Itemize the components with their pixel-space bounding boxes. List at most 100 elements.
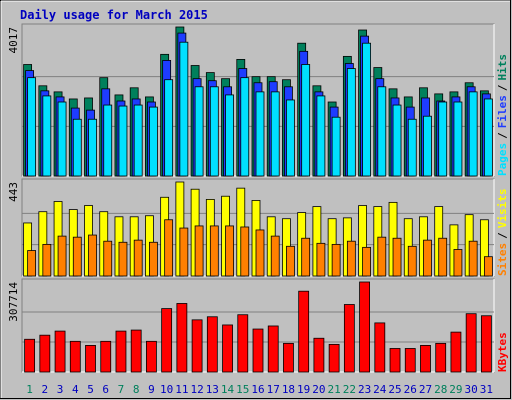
bar bbox=[270, 91, 280, 177]
bar bbox=[301, 64, 311, 177]
bar bbox=[392, 104, 402, 177]
bar bbox=[316, 242, 326, 277]
x-tick-label: 11 bbox=[175, 383, 188, 396]
bar bbox=[164, 219, 174, 277]
legend: Pages / Files / Hits bbox=[496, 54, 509, 176]
bar bbox=[209, 86, 219, 177]
bar bbox=[240, 77, 250, 177]
legend-separator: / bbox=[496, 84, 509, 91]
bar bbox=[149, 106, 158, 177]
bar bbox=[331, 116, 341, 177]
x-tick-label: 4 bbox=[72, 383, 79, 396]
y-tick-label: 4017 bbox=[7, 27, 20, 54]
x-tick-label: 2 bbox=[42, 383, 49, 396]
bar bbox=[39, 334, 51, 373]
bar bbox=[255, 229, 265, 277]
bar bbox=[225, 225, 234, 277]
bar bbox=[118, 241, 128, 277]
x-tick-label: 17 bbox=[267, 383, 280, 396]
bar bbox=[331, 243, 341, 277]
x-tick-label: 10 bbox=[160, 383, 173, 396]
x-tick-label: 15 bbox=[236, 383, 249, 396]
x-tick-label: 18 bbox=[282, 383, 295, 396]
x-tick-label: 9 bbox=[148, 383, 155, 396]
bar bbox=[255, 91, 265, 177]
bar bbox=[423, 239, 432, 277]
x-tick-label: 31 bbox=[480, 383, 493, 396]
bar bbox=[362, 246, 371, 277]
bar bbox=[118, 105, 128, 177]
bar bbox=[283, 342, 294, 373]
bar bbox=[480, 315, 492, 373]
bar bbox=[209, 225, 219, 277]
bar bbox=[438, 237, 448, 277]
bar bbox=[100, 340, 112, 373]
bar bbox=[407, 118, 417, 177]
legend-entry: KBytes bbox=[496, 332, 509, 372]
bar bbox=[450, 331, 462, 373]
bar bbox=[57, 101, 67, 177]
bar bbox=[298, 290, 310, 373]
x-tick-label: 21 bbox=[328, 383, 341, 396]
bar bbox=[146, 340, 157, 373]
bar bbox=[389, 348, 401, 373]
x-tick-label: 23 bbox=[358, 383, 371, 396]
x-tick-label: 1 bbox=[26, 383, 33, 396]
legend-entry: Sites bbox=[496, 243, 509, 276]
legend: Sites / Visits bbox=[496, 189, 509, 277]
legend-entry: Files bbox=[496, 95, 509, 128]
y-tick-label: 443 bbox=[7, 182, 20, 202]
bar bbox=[483, 98, 493, 177]
bar bbox=[130, 329, 142, 373]
bar bbox=[438, 101, 448, 177]
bar bbox=[115, 330, 127, 373]
bar bbox=[374, 322, 386, 373]
bar bbox=[133, 104, 143, 177]
x-tick-label: 22 bbox=[343, 383, 356, 396]
x-tick-label: 12 bbox=[190, 383, 203, 396]
bar bbox=[483, 256, 493, 277]
x-tick-label: 26 bbox=[404, 383, 417, 396]
bar bbox=[88, 234, 97, 277]
x-tick-label: 28 bbox=[434, 383, 447, 396]
bar bbox=[24, 338, 36, 373]
bar bbox=[161, 308, 173, 373]
bar bbox=[328, 343, 340, 373]
bar bbox=[149, 241, 158, 277]
bar bbox=[194, 86, 204, 177]
x-tick-label: 24 bbox=[373, 383, 387, 396]
x-tick-label: 19 bbox=[297, 383, 310, 396]
bar bbox=[69, 340, 81, 373]
bar bbox=[301, 237, 311, 277]
bar bbox=[225, 94, 234, 177]
x-tick-label: 7 bbox=[118, 383, 125, 396]
bar bbox=[420, 345, 431, 373]
bar bbox=[468, 91, 478, 177]
x-tick-label: 13 bbox=[206, 383, 219, 396]
bar bbox=[286, 99, 295, 177]
legend-entry: Pages bbox=[496, 143, 509, 176]
bar bbox=[42, 243, 52, 277]
bar bbox=[133, 239, 143, 277]
bar bbox=[57, 235, 67, 277]
x-tick-label: 27 bbox=[419, 383, 432, 396]
bar bbox=[191, 319, 203, 373]
bar bbox=[404, 348, 416, 373]
bar bbox=[346, 68, 356, 177]
x-tick-label: 3 bbox=[57, 383, 64, 396]
bar bbox=[377, 86, 387, 177]
bar bbox=[392, 237, 402, 277]
bar bbox=[27, 250, 37, 277]
bar bbox=[316, 95, 326, 177]
legend-separator: / bbox=[496, 132, 509, 139]
bar bbox=[27, 77, 37, 177]
x-tick-label: 20 bbox=[312, 383, 325, 396]
bar bbox=[103, 240, 113, 277]
bar bbox=[252, 328, 264, 373]
bar bbox=[423, 115, 432, 177]
bar bbox=[179, 227, 189, 277]
x-tick-label: 5 bbox=[87, 383, 94, 396]
x-tick-label: 8 bbox=[133, 383, 140, 396]
bar bbox=[270, 235, 280, 277]
bar bbox=[85, 345, 96, 373]
